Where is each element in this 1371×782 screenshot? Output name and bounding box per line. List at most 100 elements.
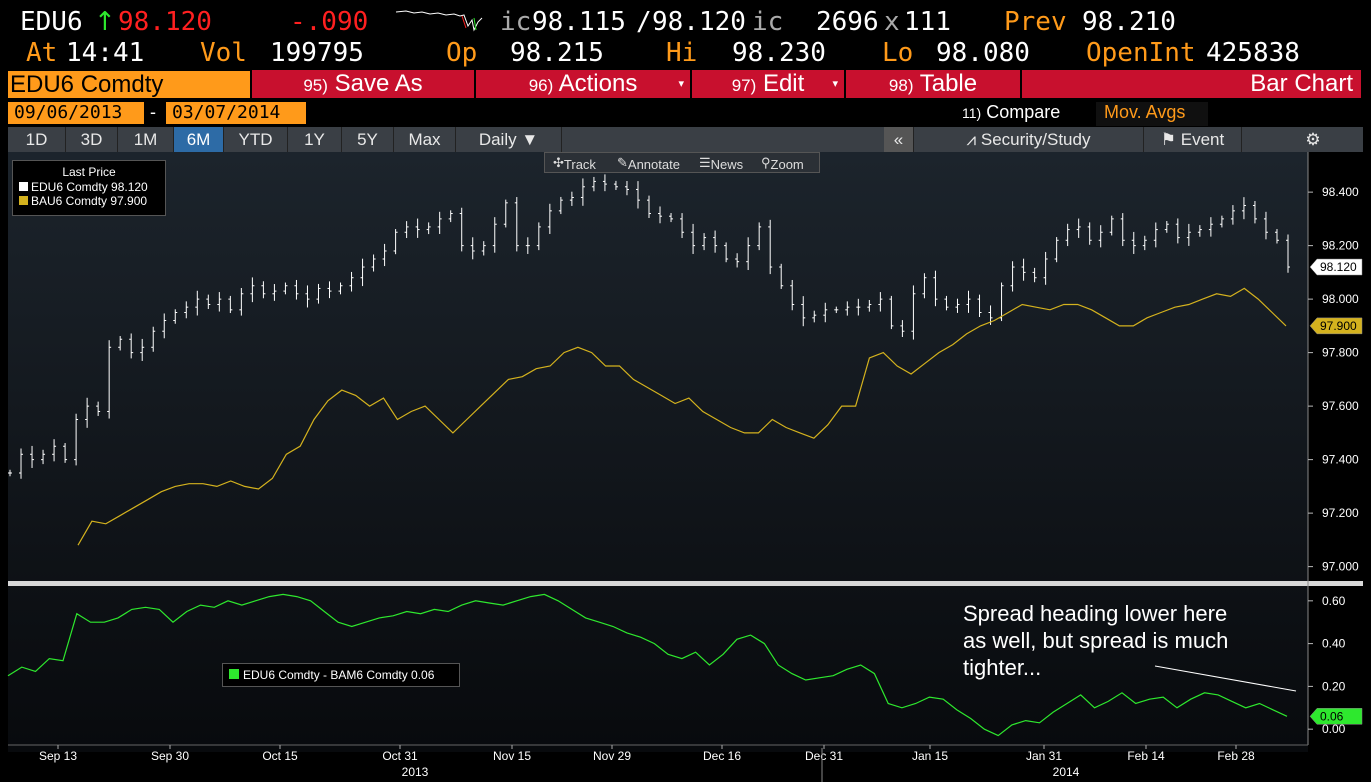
legend-item-bau6: BAU6 Comdty 97.900 <box>19 194 165 208</box>
track-label: Track <box>563 157 596 172</box>
legend-item-edu6: EDU6 Comdty 98.120 <box>19 180 165 194</box>
settings-button[interactable]: ⚙ <box>1294 127 1332 152</box>
table-number: 98) <box>888 76 914 95</box>
range-1m[interactable]: 1M <box>118 127 174 152</box>
prev-price: 98.210 <box>1082 7 1176 37</box>
y-tick-label: 97.400 <box>1322 453 1359 467</box>
range-1y[interactable]: 1Y <box>288 127 342 152</box>
y-tick-label: 98.400 <box>1322 185 1359 199</box>
mov-avgs-button[interactable]: Mov. Avgs <box>1096 102 1208 126</box>
ticker[interactable]: EDU6 <box>20 7 83 37</box>
save-as-number: 95) <box>303 76 328 95</box>
up-arrow-icon: ↑ <box>94 7 116 37</box>
x-year-label: 2013 <box>402 765 429 779</box>
event-label: Event <box>1180 130 1225 149</box>
x-tick-label: Dec 31 <box>805 749 843 763</box>
range-max[interactable]: Max <box>394 127 456 152</box>
range-bar: 1D 3D 1M 6M YTD 1Y 5Y Max Daily ▼ « ⩘ Se… <box>8 127 1363 152</box>
y-tick-label: 98.000 <box>1322 292 1359 306</box>
table-button[interactable]: 98) Table <box>846 70 1022 98</box>
end-date[interactable]: 03/07/2014 <box>166 102 306 124</box>
period-label: Daily <box>478 130 517 149</box>
bid-label: ic <box>500 7 532 37</box>
zoom-label: Zoom <box>770 157 804 172</box>
start-date[interactable]: 09/06/2013 <box>8 102 144 124</box>
actions-number: 96) <box>528 76 554 95</box>
save-as-label: Save As <box>334 70 423 97</box>
security-study-label: Security/Study <box>980 130 1091 149</box>
spread-y-tick-label: 0.40 <box>1322 637 1346 651</box>
x-tick-label: Sep 30 <box>151 749 189 763</box>
price-legend[interactable]: Last Price EDU6 Comdty 98.120 BAU6 Comdt… <box>12 160 166 216</box>
period-select[interactable]: Daily ▼ <box>456 127 562 152</box>
annotation-line-3: tighter... <box>963 655 1042 680</box>
security-field[interactable]: EDU6 Comdty <box>8 71 250 98</box>
collapse-button[interactable]: « <box>884 127 914 152</box>
last-price: 98.120 <box>118 7 212 37</box>
spread-y-tick-label: 0.00 <box>1322 722 1346 736</box>
high-price: 98.230 <box>732 38 826 68</box>
open-interest: 425838 <box>1206 38 1300 68</box>
spread-legend[interactable]: EDU6 Comdty - BAM6 Comdty 0.06 <box>222 663 460 687</box>
x-tick-label: Oct 31 <box>382 749 418 763</box>
annotate-label: Annotate <box>627 157 680 172</box>
news-tool[interactable]: ☰ News <box>699 155 744 172</box>
period-dropdown-icon: ▼ <box>521 130 539 149</box>
x-tick-label: Dec 16 <box>703 749 741 763</box>
ask-size: 111 <box>904 7 951 37</box>
edit-number: 97) <box>731 76 757 95</box>
spread-last-label: 0.06 <box>1309 708 1363 725</box>
gear-icon: ⚙ <box>1305 130 1321 149</box>
annotate-tool[interactable]: ✎ Annotate <box>617 155 680 172</box>
at-label: At <box>26 38 58 68</box>
x-tick-label: Nov 29 <box>593 749 631 763</box>
quote-line-1: EDU6 ↑ 98.120 -.090 ic 98.115 / 98.120 i… <box>0 7 1371 37</box>
security-study-button[interactable]: ⩘ Security/Study <box>914 127 1144 152</box>
range-5y[interactable]: 5Y <box>342 127 394 152</box>
annotation-line-2: as well, but spread is much <box>963 628 1229 653</box>
spread-y-tick-label: 0.60 <box>1322 594 1346 608</box>
legend-swatch-spread <box>229 669 239 679</box>
quote-line-2: At 14:41 Vol 199795 Op 98.215 Hi 98.230 … <box>0 38 1371 68</box>
edu6-last-label-box <box>1309 258 1363 276</box>
chart-area <box>8 152 1363 752</box>
edit-menu[interactable]: 97) Edit ▾ <box>692 70 846 98</box>
legend-header: Last Price <box>62 165 116 179</box>
high-label: Hi <box>666 38 698 68</box>
spread-last-label-text: 0.06 <box>1320 709 1344 723</box>
range-3d[interactable]: 3D <box>66 127 118 152</box>
range-1d[interactable]: 1D <box>8 127 66 152</box>
range-6m[interactable]: 6M <box>174 127 224 152</box>
actions-label: Actions <box>558 70 638 97</box>
date-dash: - <box>150 102 156 122</box>
panel-divider <box>8 581 1363 586</box>
low-price: 98.080 <box>936 38 1030 68</box>
y-tick-label: 97.200 <box>1322 506 1359 520</box>
legend-text-edu6: EDU6 Comdty 98.120 <box>31 180 148 194</box>
bau6-last-label-text: 97.900 <box>1320 319 1357 333</box>
legend-text-spread: EDU6 Comdty - BAM6 Comdty 0.06 <box>243 668 435 682</box>
compare-button[interactable]: 11) Compare <box>962 102 1060 123</box>
intraday-sparkline <box>395 10 483 32</box>
annotation-trendline <box>1154 665 1297 692</box>
zoom-tool[interactable]: ⚲ Zoom <box>761 155 804 172</box>
chart-title: Bar Chart <box>1022 70 1363 98</box>
save-as-button[interactable]: 95) Save As <box>252 70 476 98</box>
size-x: x <box>884 7 900 37</box>
y-tick-label: 97.000 <box>1322 560 1359 574</box>
edu6-last-label-text: 98.120 <box>1320 260 1357 274</box>
track-tool[interactable]: ✣ Track <box>553 155 596 172</box>
x-tick-label: Oct 15 <box>262 749 298 763</box>
range-ytd[interactable]: YTD <box>224 127 288 152</box>
bau6-last-label-box <box>1309 317 1363 335</box>
news-label: News <box>710 157 744 172</box>
volume: 199795 <box>270 38 364 68</box>
vol-label: Vol <box>200 38 247 68</box>
chart-annotation: Spread heading lower here as well, but s… <box>963 600 1273 681</box>
actions-menu[interactable]: 96) Actions ▾ <box>476 70 692 98</box>
x-tick-label: Sep 13 <box>39 749 77 763</box>
spread-last-label-box <box>1309 708 1363 725</box>
event-button[interactable]: ⚑ Event <box>1144 127 1242 152</box>
table-label: Table <box>919 70 978 97</box>
